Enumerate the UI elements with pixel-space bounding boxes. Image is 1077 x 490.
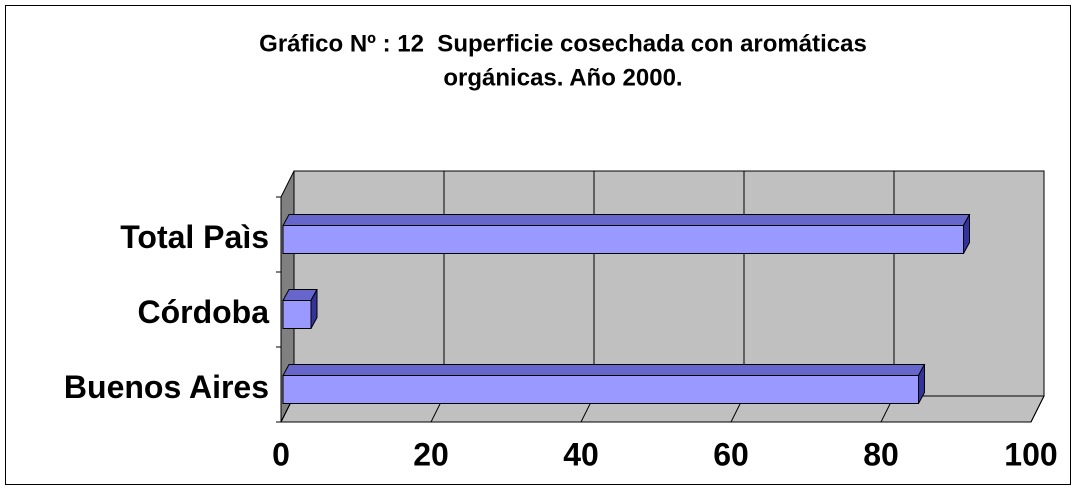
y-tick-label: Córdoba — [137, 294, 269, 330]
x-tick-label: 80 — [863, 436, 899, 472]
bar-top — [282, 214, 971, 226]
bar-front — [282, 300, 312, 329]
y-tick-label: Total Paìs — [120, 219, 269, 255]
y-tick-label: Buenos Aires — [64, 369, 269, 405]
grid-line — [1030, 395, 1045, 423]
x-tick-label: 60 — [713, 436, 749, 472]
back-wall — [293, 170, 1045, 397]
bar — [282, 214, 971, 254]
bar-front — [282, 225, 964, 254]
bar-top — [282, 364, 926, 376]
bar — [282, 289, 318, 329]
x-tick-label: 20 — [413, 436, 449, 472]
bar-front — [282, 375, 919, 404]
x-tick-label: 40 — [563, 436, 599, 472]
x-tick-label: 0 — [272, 436, 290, 472]
chart-title: Gráfico Nº : 12 Superficie cosechada con… — [259, 30, 867, 57]
x-tick-label: 100 — [1004, 436, 1057, 472]
chart-title: orgánicas. Año 2000. — [443, 64, 682, 91]
bar — [282, 364, 926, 404]
